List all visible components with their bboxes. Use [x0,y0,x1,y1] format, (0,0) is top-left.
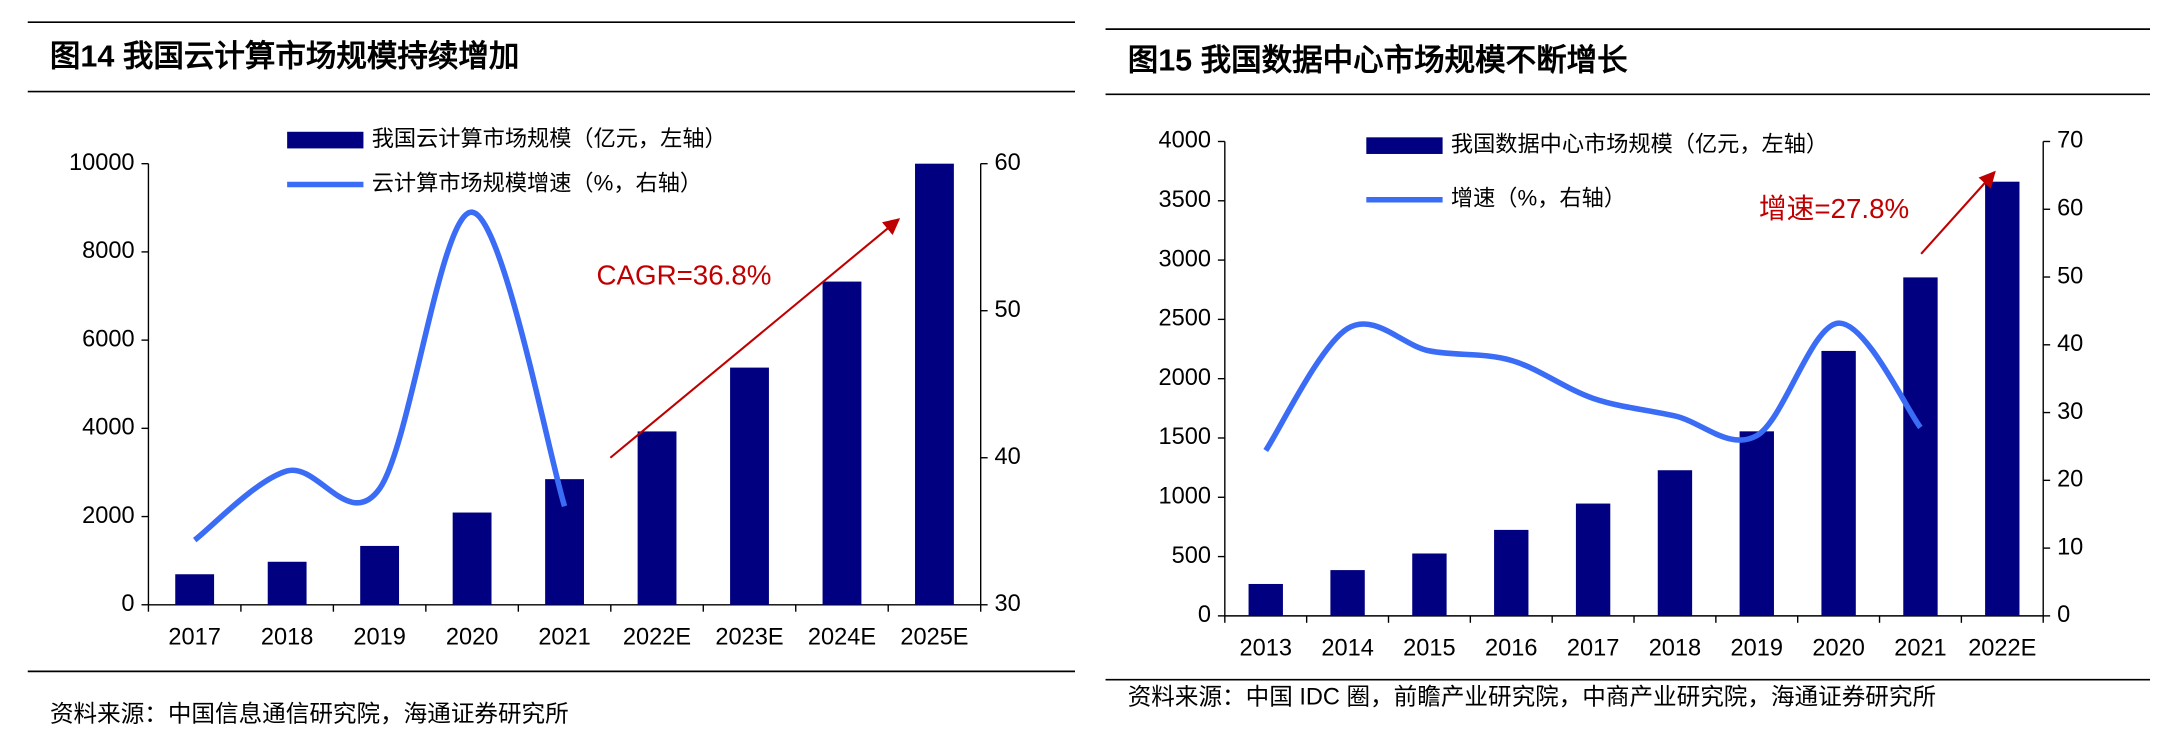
x-tick-label: 2023E [715,623,783,649]
bar [267,561,307,605]
bar [1657,470,1693,616]
bar [637,431,677,605]
source-note: 资料来源：中国 IDC 圈，前瞻产业研究院，中商产业研究院，海通证券研究所 [1127,683,1937,711]
source-box: 资料来源：中国 IDC 圈，前瞻产业研究院，中商产业研究院，海通证券研究所 [1127,683,1937,711]
annotation: 增速=27.8% [1759,193,1909,224]
x-tick-label: 2021 [1894,634,1946,660]
y2-tick-label: 50 [2057,262,2083,288]
bar [452,512,492,605]
chart-title: 图14 我国云计算市场规模持续增加 [50,38,519,73]
legend-label: 云计算市场规模增速（%，右轴） [372,170,702,195]
line-series [192,209,568,543]
x-tick-label: 2020 [1812,634,1864,660]
bar [1821,350,1856,616]
y-tick-label: 4000 [1158,127,1210,153]
bar [1739,431,1774,616]
y2-tick-label: 40 [2057,330,2083,356]
y-tick-label: 2500 [1158,305,1210,331]
x-tick-label: 2019 [353,623,405,649]
y2-tick-label: 20 [2057,466,2083,492]
x-tick-label: 2025E [900,623,968,649]
legend-label: 增速（%，右轴） [1451,186,1626,211]
y-tick-label: 3500 [1158,186,1210,212]
y2-tick-label: 0 [2057,601,2070,627]
y2-tick-label: 60 [995,149,1021,175]
x-tick-label: 2017 [168,623,220,649]
y-tick-label: 10000 [69,149,135,175]
y2-tick-label: 50 [995,296,1021,322]
source-box: 资料来源：中国信息通信研究院，海通证券研究所 [49,700,569,727]
x-tick-label: 2018 [1649,634,1701,660]
y2-tick-label: 60 [2057,194,2083,220]
bar [1412,553,1447,616]
y2-tick-label: 30 [995,590,1021,616]
x-tick-label: 2024E [808,623,876,649]
y2-tick-label: 30 [2057,398,2083,424]
y-tick-label: 1500 [1158,423,1210,449]
bar [730,367,769,605]
bar [175,574,215,605]
chart-title: 图15 我国数据中心市场规模不断增长 [1128,42,1628,77]
x-tick-label: 2018 [261,623,313,649]
bar [1575,503,1611,616]
bar [1903,277,1938,616]
annotation-arrow [1920,170,1996,255]
legend-label: 我国云计算市场规模（亿元，左轴） [372,126,727,151]
y-tick-label: 0 [121,590,134,616]
bar [1985,181,2020,616]
bar [1330,570,1365,616]
x-tick-label: 2017 [1567,634,1619,660]
y2-tick-label: 70 [2057,127,2083,153]
legend-swatch [287,131,364,149]
x-tick-label: 2019 [1731,634,1783,660]
x-tick-label: 2022E [623,623,691,649]
source-note: 资料来源：中国信息通信研究院，海通证券研究所 [49,700,569,727]
bar [1248,583,1283,616]
y-tick-label: 8000 [82,237,134,263]
line-series [1263,320,1923,453]
bar [1494,529,1529,616]
y2-tick-label: 40 [995,443,1021,469]
y-tick-label: 4000 [82,414,134,440]
x-tick-label: 2014 [1321,634,1373,660]
y-tick-label: 6000 [82,325,134,351]
legend-label: 我国数据中心市场规模（亿元，左轴） [1451,132,1828,157]
y-tick-label: 0 [1198,601,1211,627]
legend-swatch [1366,137,1443,154]
x-tick-label: 2021 [538,623,590,649]
bar [822,281,862,605]
annotation-arrow [609,218,901,459]
x-tick-label: 2016 [1485,634,1537,660]
annotation: CAGR=36.8% [596,260,771,291]
x-tick-label: 2013 [1240,634,1292,660]
y-tick-label: 2000 [1158,364,1210,390]
y-tick-label: 500 [1172,542,1211,568]
y-tick-label: 3000 [1158,245,1210,271]
y-tick-label: 2000 [82,502,134,528]
bar [915,163,954,605]
x-tick-label: 2015 [1403,634,1455,660]
y2-tick-label: 10 [2057,533,2083,559]
x-tick-label: 2020 [446,623,498,649]
x-tick-label: 2022E [1968,634,2036,660]
y-tick-label: 1000 [1158,483,1210,509]
bar [360,545,400,605]
